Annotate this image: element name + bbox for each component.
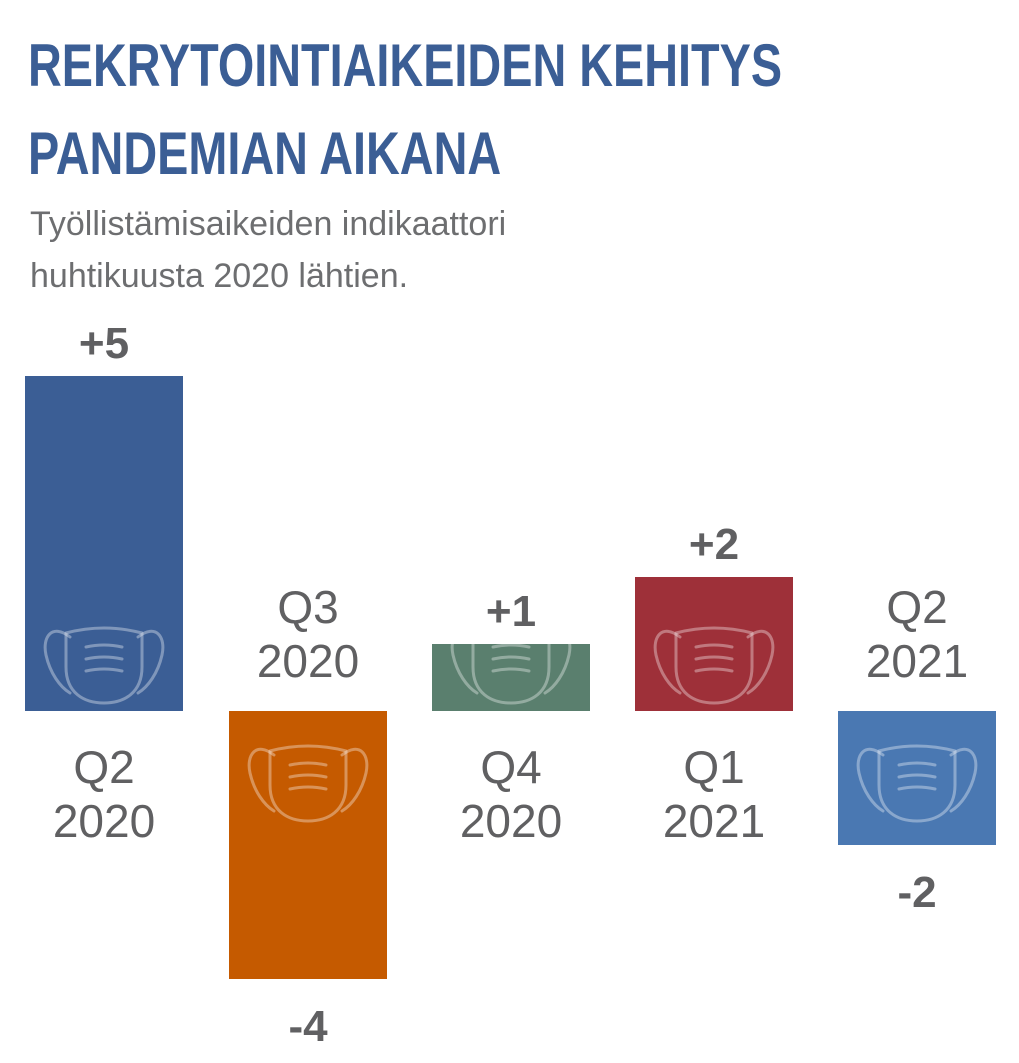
face-mask-icon xyxy=(43,626,165,705)
category-label-0-1: 2020 xyxy=(53,795,155,847)
value-label-1: -4 xyxy=(288,1002,328,1051)
face-mask-icon xyxy=(653,626,775,705)
value-label-4: -2 xyxy=(897,868,936,917)
bar-3 xyxy=(635,577,793,711)
category-label-1-0: Q3 xyxy=(277,581,338,633)
category-label-4-0: Q2 xyxy=(886,581,947,633)
value-label-3: +2 xyxy=(689,520,739,569)
category-label-0-0: Q2 xyxy=(73,741,134,793)
category-label-3-1: 2021 xyxy=(663,795,765,847)
category-label-4-1: 2021 xyxy=(866,635,968,687)
category-label-3-0: Q1 xyxy=(683,741,744,793)
chart-subtitle-line-2: huhtikuusta 2020 lähtien. xyxy=(30,257,409,295)
bar-2 xyxy=(432,644,590,711)
category-label-1-1: 2020 xyxy=(257,635,359,687)
chart-title: REKRYTOINTIAIKEIDEN KEHITYS PANDEMIAN AI… xyxy=(28,22,792,198)
value-label-2: +1 xyxy=(486,587,536,636)
category-label-2-1: 2020 xyxy=(460,795,562,847)
face-mask-icon xyxy=(247,744,369,823)
face-mask-icon xyxy=(450,644,572,705)
value-label-0: +5 xyxy=(79,319,129,368)
face-mask-icon xyxy=(856,744,978,823)
bar-0 xyxy=(25,376,183,711)
chart-title-line-1: REKRYTOINTIAIKEIDEN KEHITYS xyxy=(28,32,783,99)
chart-subtitle: Työllistämisaikeiden indikaattori huhtik… xyxy=(30,198,830,302)
chart-title-line-2: PANDEMIAN AIKANA xyxy=(28,120,502,187)
category-label-2-0: Q4 xyxy=(480,741,541,793)
bar-1 xyxy=(229,711,387,979)
chart-subtitle-line-1: Työllistämisaikeiden indikaattori xyxy=(30,205,507,243)
bar-4 xyxy=(838,711,996,845)
